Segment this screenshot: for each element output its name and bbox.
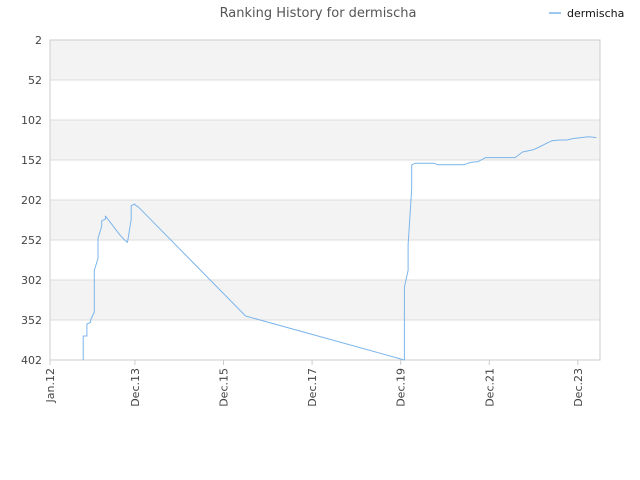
- x-tick-label: Dec.17: [306, 368, 319, 407]
- chart-title: Ranking History for dermischa: [220, 6, 417, 21]
- y-tick-label: 352: [21, 314, 42, 327]
- y-tick-label: 252: [21, 234, 42, 247]
- plot-band: [50, 120, 600, 160]
- y-tick-label: 152: [21, 154, 42, 167]
- x-tick-label: Dec.23: [572, 368, 585, 407]
- x-tick-label: Dec.15: [217, 368, 230, 407]
- series-line-dermischa[interactable]: [82, 136, 597, 361]
- plot-border: [49, 39, 601, 361]
- plot-band: [50, 40, 600, 80]
- y-tick-label: 52: [28, 74, 42, 87]
- plot-band: [50, 280, 600, 320]
- x-axis: Jan.12 Dec.13 Dec.15 Dec.17 Dec.19 Dec.21 Dec.…: [44, 360, 585, 407]
- x-tick-label: Dec.21: [483, 368, 496, 407]
- y-tick-label: 202: [21, 194, 42, 207]
- legend[interactable]: dermischa: [549, 7, 624, 20]
- series-layer: [82, 136, 597, 361]
- plot-band: [50, 200, 600, 240]
- y-tick-label: 302: [21, 274, 42, 287]
- grid-lines: [49, 39, 601, 361]
- plot-bands: [50, 40, 600, 320]
- x-tick-label: Dec.19: [395, 368, 408, 407]
- y-tick-label: 402: [21, 354, 42, 367]
- x-tick-label: Jan.12: [44, 368, 57, 403]
- x-tick-label: Dec.13: [129, 368, 142, 407]
- y-tick-label: 102: [21, 114, 42, 127]
- y-tick-label: 2: [35, 34, 42, 47]
- legend-label: dermischa: [567, 7, 624, 20]
